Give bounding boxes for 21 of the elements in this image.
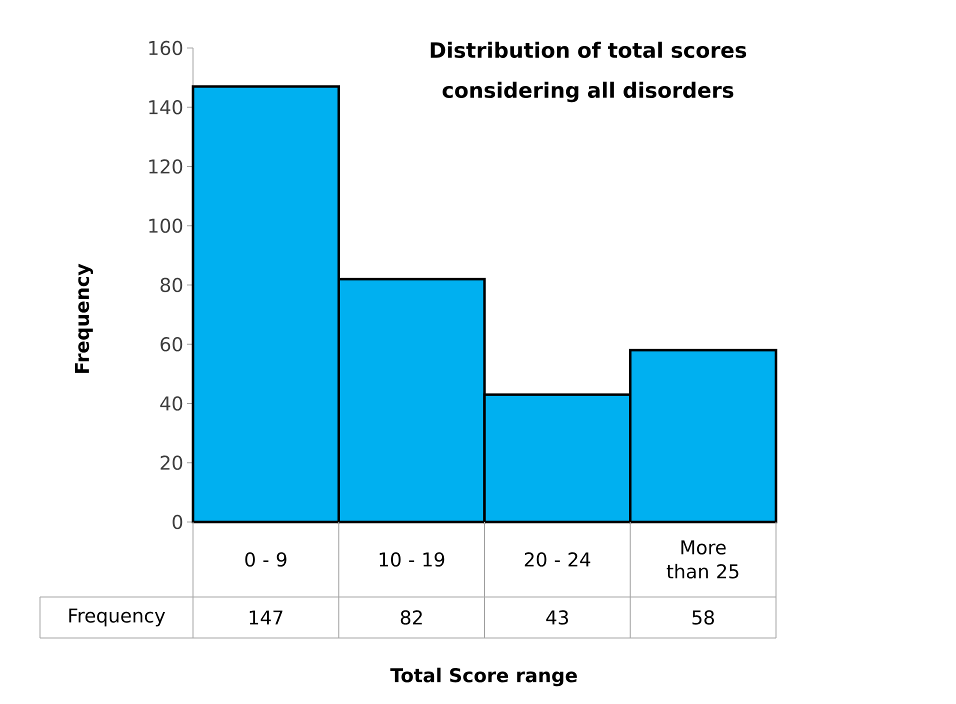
data-label: 58 bbox=[692, 610, 714, 625]
y-tick-label: 160 bbox=[149, 40, 182, 56]
data-label: 82 bbox=[400, 610, 422, 625]
x-axis-title: Total Score range bbox=[390, 668, 577, 686]
y-tick-label: 0 bbox=[172, 514, 182, 530]
x-tick-label: 0 - 9 bbox=[245, 552, 286, 567]
data-label: 43 bbox=[546, 610, 568, 625]
x-tick-label: 20 - 24 bbox=[524, 552, 590, 567]
text: Distribution of total scores considering all disorders bbox=[430, 42, 746, 102]
y-tick-label: 40 bbox=[160, 396, 182, 411]
y-tick-label: 80 bbox=[160, 278, 182, 292]
y-tick-label: 60 bbox=[160, 337, 182, 352]
y-tick-label: 100 bbox=[149, 218, 182, 233]
data-label: 147 bbox=[250, 610, 282, 624]
y-tick-label: 120 bbox=[149, 159, 182, 174]
text: Frequency bbox=[69, 608, 166, 626]
y-axis-title: Frequency bbox=[75, 264, 93, 373]
x-tick-label: 10 - 19 bbox=[380, 552, 444, 567]
y-tick-label: 20 bbox=[160, 456, 182, 470]
x-tick-label: More than 25 bbox=[666, 540, 738, 579]
y-tick-label: 140 bbox=[149, 100, 182, 114]
